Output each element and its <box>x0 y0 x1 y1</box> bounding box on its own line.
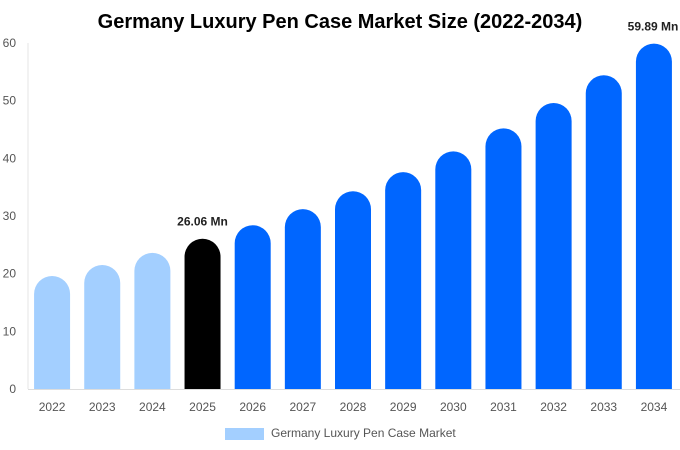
x-tick-label: 2022 <box>39 400 66 414</box>
data-label-2025: 26.06 Mn <box>177 215 228 229</box>
x-tick-label: 2033 <box>590 400 617 414</box>
bar-2023[interactable] <box>84 265 121 389</box>
x-tick-label: 2026 <box>239 400 266 414</box>
x-tick-label: 2024 <box>139 400 166 414</box>
bar-2025[interactable] <box>184 238 221 389</box>
y-axis: 0 10 20 30 40 50 60 <box>3 36 29 396</box>
legend-label: Germany Luxury Pen Case Market <box>271 426 456 440</box>
bar-2022[interactable] <box>34 275 71 389</box>
y-tick-label: 40 <box>3 151 17 165</box>
bar-2030[interactable] <box>435 151 472 389</box>
bar-2031[interactable] <box>485 128 522 389</box>
y-tick-label: 0 <box>9 382 16 396</box>
x-tick-label: 2030 <box>440 400 467 414</box>
chart-title: Germany Luxury Pen Case Market Size (202… <box>98 11 583 33</box>
x-axis: 2022 2023 2024 2025 2026 2027 2028 2029 2030 2031… <box>28 389 680 414</box>
bar-2028[interactable] <box>335 191 371 389</box>
bar-2024[interactable] <box>134 252 171 389</box>
x-tick-label: 2034 <box>641 400 668 414</box>
bar-2026[interactable] <box>234 225 271 389</box>
y-tick-label: 30 <box>3 209 17 223</box>
x-tick-label: 2025 <box>189 400 216 414</box>
x-tick-label: 2029 <box>390 400 417 414</box>
legend[interactable]: Germany Luxury Pen Case Market <box>225 426 456 440</box>
bar-2027[interactable] <box>284 209 321 389</box>
y-tick-label: 10 <box>3 324 17 338</box>
x-tick-label: 2028 <box>340 400 367 414</box>
x-tick-label: 2027 <box>289 400 316 414</box>
bar-2033[interactable] <box>585 75 622 389</box>
bar-2029[interactable] <box>385 172 422 389</box>
y-tick-label: 20 <box>3 267 17 281</box>
bars <box>34 43 672 390</box>
legend-swatch <box>225 428 264 440</box>
data-label-2034: 59.89 Mn <box>628 20 679 34</box>
y-tick-label: 60 <box>3 36 17 50</box>
x-tick-label: 2023 <box>89 400 116 414</box>
data-labels: 26.06 Mn 59.89 Mn <box>177 20 678 229</box>
bar-2032[interactable] <box>535 102 572 390</box>
x-tick-label: 2031 <box>490 400 517 414</box>
bar-2034[interactable] <box>635 43 672 389</box>
x-tick-label: 2032 <box>540 400 567 414</box>
y-tick-label: 50 <box>3 94 17 108</box>
